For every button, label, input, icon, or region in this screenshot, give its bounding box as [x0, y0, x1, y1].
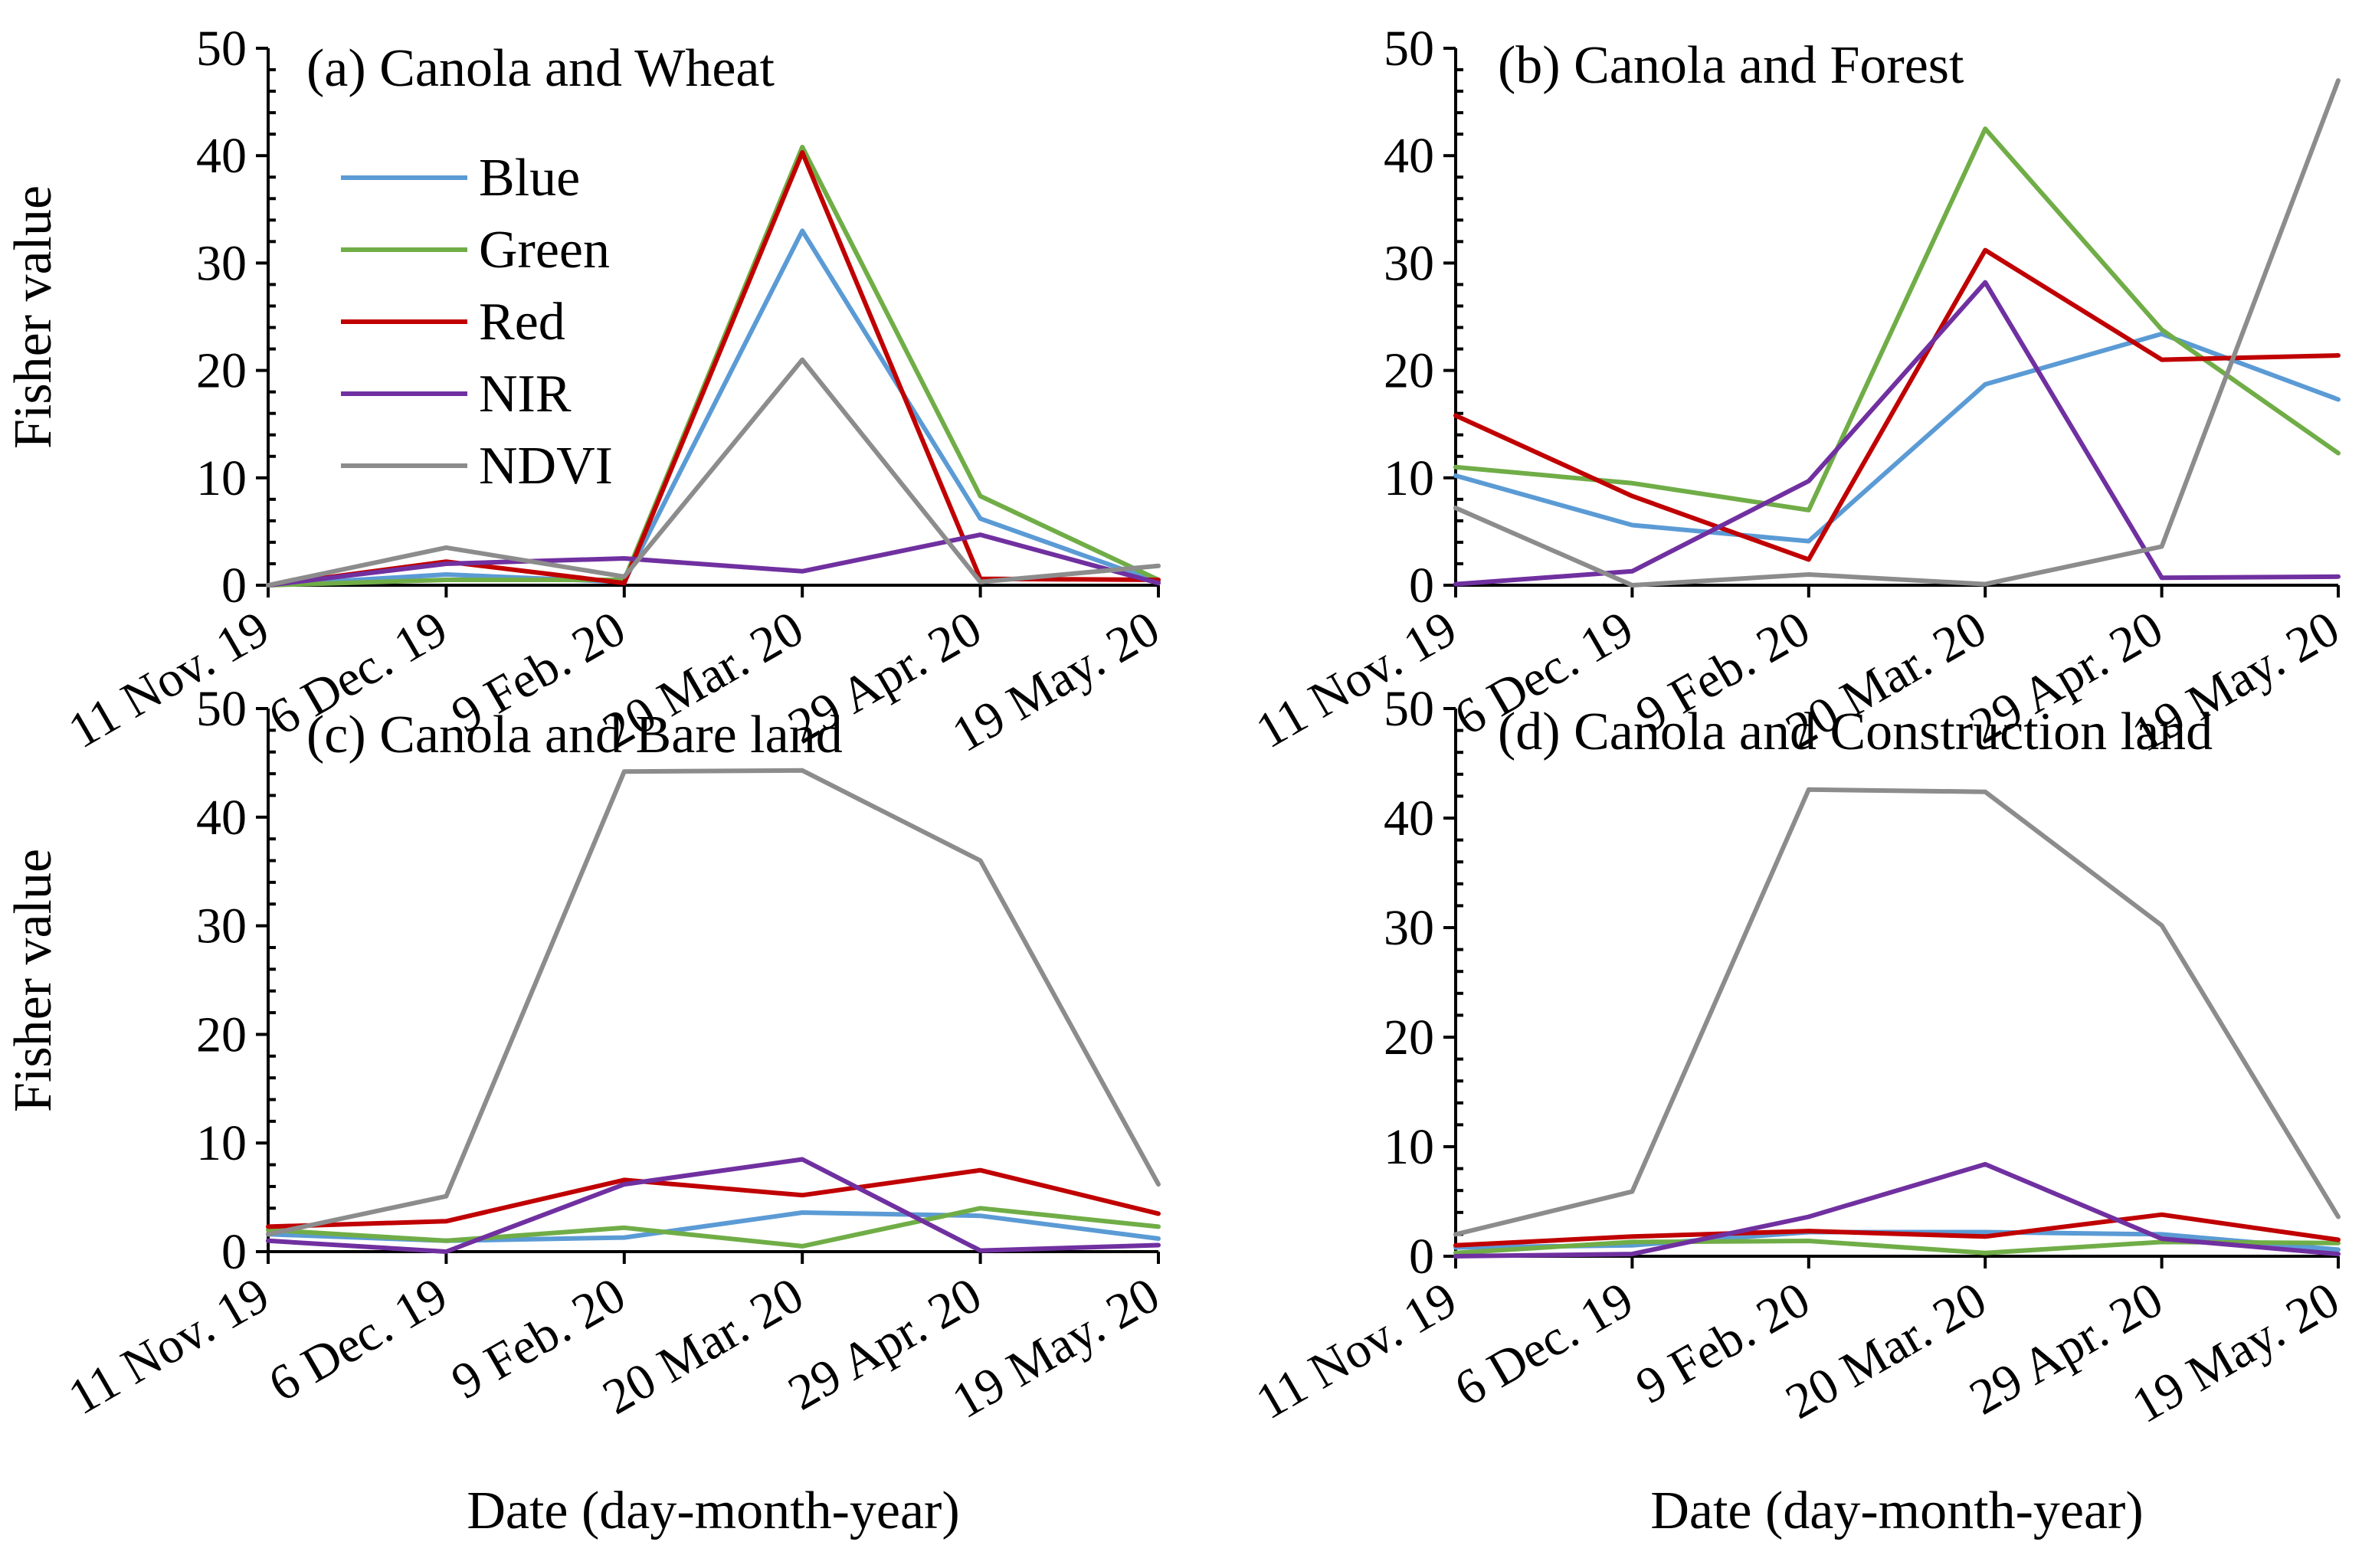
- series-line-nir: [1453, 1161, 2341, 1259]
- series-line-ndvi: [266, 768, 1161, 1237]
- y-tick-label: 40: [1384, 128, 1434, 184]
- y-tick-label: 10: [196, 450, 247, 506]
- legend-label-nir: NIR: [479, 365, 572, 424]
- y-tick-label: 50: [1384, 681, 1434, 737]
- legend-label-blue: Blue: [479, 149, 580, 208]
- y-tick-label: 40: [196, 790, 247, 846]
- panel-title: (d) Canola and Construction land: [1498, 702, 2213, 761]
- panel-title: (a) Canola and Wheat: [306, 39, 775, 98]
- y-tick-label: 40: [1384, 791, 1434, 846]
- legend-label-red: Red: [479, 293, 565, 352]
- y-tick-label: 0: [221, 1224, 247, 1280]
- y-tick-label: 10: [1384, 450, 1434, 506]
- series-line-red: [1453, 247, 2341, 562]
- series-line-green: [266, 1206, 1161, 1249]
- x-axis-title-left: Date (day-month-year): [467, 1481, 959, 1540]
- series-line-red: [266, 1167, 1161, 1229]
- y-tick-label: 50: [196, 681, 247, 737]
- y-tick-label: 20: [1384, 343, 1434, 399]
- series-line-blue: [266, 228, 1161, 588]
- y-tick-label: 30: [1384, 235, 1434, 291]
- panel-title: (b) Canola and Forest: [1498, 36, 1964, 95]
- series-line-ndvi: [1453, 78, 2341, 588]
- series-line-ndvi: [266, 357, 1161, 588]
- series-line-nir: [266, 532, 1161, 588]
- y-tick-label: 0: [1409, 1229, 1434, 1285]
- y-axis-title: Fisher value: [4, 185, 63, 449]
- y-tick-label: 0: [221, 558, 247, 614]
- panel-title: (c) Canola and Bare land: [306, 705, 843, 764]
- series-line-red: [1453, 1212, 2341, 1248]
- series-line-nir: [266, 1157, 1161, 1254]
- legend-label-green: Green: [479, 221, 610, 280]
- series-line-ndvi: [1453, 787, 2341, 1237]
- x-axis-title-right: Date (day-month-year): [1650, 1481, 2143, 1540]
- y-tick-label: 20: [196, 1007, 247, 1062]
- y-tick-label: 30: [1384, 900, 1434, 956]
- y-tick-label: 20: [196, 343, 247, 399]
- series-line-blue: [1453, 331, 2341, 544]
- y-tick-label: 40: [196, 128, 247, 184]
- y-tick-label: 0: [1409, 558, 1434, 614]
- y-tick-label: 50: [196, 21, 247, 77]
- y-tick-label: 20: [1384, 1010, 1434, 1066]
- y-tick-label: 30: [196, 899, 247, 954]
- y-tick-label: 30: [196, 235, 247, 291]
- y-axis-title: Fisher value: [4, 849, 63, 1112]
- y-tick-label: 50: [1384, 21, 1434, 77]
- legend: Blue Green Red NIR NDVI: [341, 149, 613, 496]
- y-tick-label: 10: [196, 1115, 247, 1171]
- y-tick-label: 10: [1384, 1119, 1434, 1175]
- legend-label-ndvi: NDVI: [479, 437, 613, 496]
